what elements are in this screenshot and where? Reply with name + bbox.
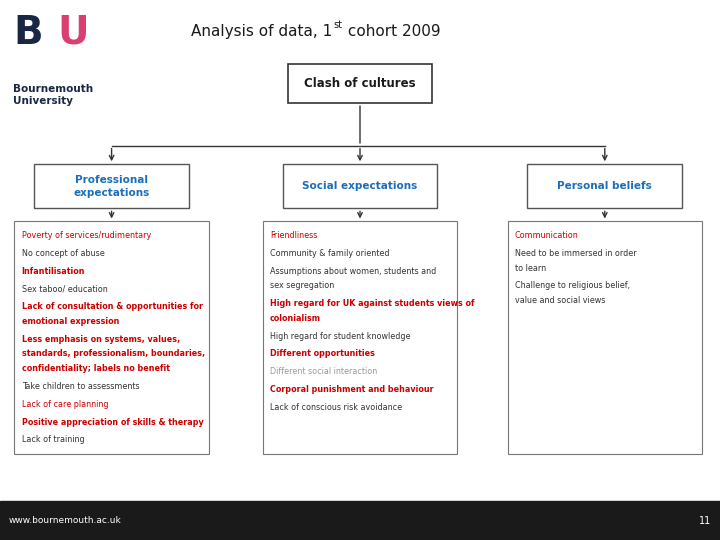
Text: Bournemouth
University: Bournemouth University — [13, 84, 93, 106]
Text: 11: 11 — [699, 516, 711, 525]
Bar — [508, 221, 702, 454]
Text: Lack of conscious risk avoidance: Lack of conscious risk avoidance — [270, 403, 402, 412]
Text: High regard for student knowledge: High regard for student knowledge — [270, 332, 410, 341]
Text: Positive appreciation of skills & therapy: Positive appreciation of skills & therap… — [22, 417, 203, 427]
Text: www.bournemouth.ac.uk: www.bournemouth.ac.uk — [9, 516, 122, 525]
Text: Professional
expectations: Professional expectations — [73, 175, 150, 198]
Text: No concept of abuse: No concept of abuse — [22, 249, 104, 258]
Text: Different opportunities: Different opportunities — [270, 349, 375, 359]
Text: Friendliness: Friendliness — [270, 231, 318, 240]
Bar — [263, 221, 457, 454]
Text: Need to be immersed in order: Need to be immersed in order — [515, 249, 636, 258]
Text: st: st — [333, 21, 343, 30]
Bar — [14, 221, 209, 454]
Text: Corporal punishment and behaviour: Corporal punishment and behaviour — [270, 385, 433, 394]
Text: value and social views: value and social views — [515, 296, 606, 305]
Bar — [527, 164, 682, 208]
Bar — [288, 64, 432, 103]
Text: Communication: Communication — [515, 231, 579, 240]
Text: sex segregation: sex segregation — [270, 281, 334, 291]
Text: standards, professionalism, boundaries,: standards, professionalism, boundaries, — [22, 349, 204, 359]
Text: Different social interaction: Different social interaction — [270, 367, 377, 376]
Text: Lack of care planning: Lack of care planning — [22, 400, 108, 409]
Text: Take children to assessments: Take children to assessments — [22, 382, 139, 391]
Text: Infantilisation: Infantilisation — [22, 267, 85, 276]
Text: Sex taboo/ education: Sex taboo/ education — [22, 285, 107, 294]
Text: Analysis of data, 1: Analysis of data, 1 — [191, 24, 332, 39]
Text: High regard for UK against students views of: High regard for UK against students view… — [270, 299, 474, 308]
Text: Poverty of services/rudimentary: Poverty of services/rudimentary — [22, 231, 151, 240]
Text: U: U — [58, 14, 89, 51]
Text: emotional expression: emotional expression — [22, 317, 119, 326]
Text: Challenge to religious belief,: Challenge to religious belief, — [515, 281, 630, 291]
Text: B: B — [13, 14, 42, 51]
Text: cohort 2009: cohort 2009 — [343, 24, 441, 39]
Text: Lack of consultation & opportunities for: Lack of consultation & opportunities for — [22, 302, 202, 312]
Text: Personal beliefs: Personal beliefs — [557, 181, 652, 191]
Text: confidentiality; labels no benefit: confidentiality; labels no benefit — [22, 364, 170, 373]
Text: Less emphasis on systems, values,: Less emphasis on systems, values, — [22, 335, 180, 344]
Text: Social expectations: Social expectations — [302, 181, 418, 191]
Text: to learn: to learn — [515, 264, 546, 273]
Text: Assumptions about women, students and: Assumptions about women, students and — [270, 267, 436, 276]
Text: Community & family oriented: Community & family oriented — [270, 249, 390, 258]
Text: Clash of cultures: Clash of cultures — [304, 77, 416, 90]
Bar — [283, 164, 438, 208]
Text: Lack of training: Lack of training — [22, 435, 84, 444]
Text: colonialism: colonialism — [270, 314, 321, 323]
Bar — [35, 164, 189, 208]
Bar — [0, 501, 720, 540]
